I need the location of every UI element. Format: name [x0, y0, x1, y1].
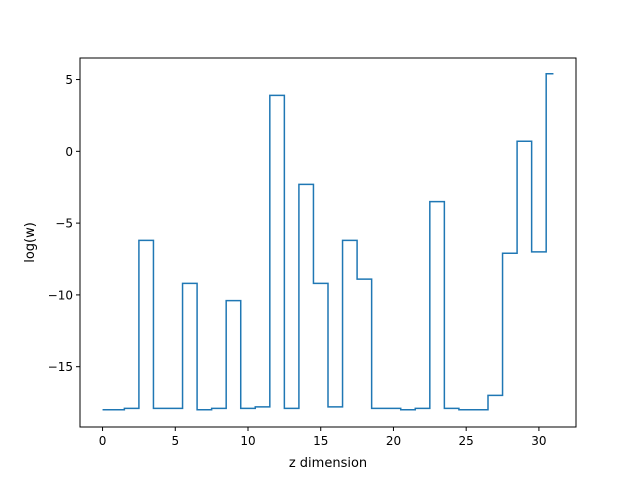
y-tick-label: 0: [65, 145, 73, 159]
y-axis: 5 0 −5 −10 −15: [48, 73, 80, 374]
x-axis-label: z dimension: [289, 456, 367, 471]
y-tick-label: −5: [55, 217, 73, 231]
x-tick-label: 15: [313, 434, 328, 448]
x-axis: 0 5 10 15 20 25 30: [99, 427, 547, 448]
x-tick-label: 10: [240, 434, 255, 448]
y-axis-label: log(w): [23, 222, 38, 263]
y-tick-label: 5: [65, 73, 73, 87]
plot-area: [102, 73, 554, 411]
step-line-series-0: [102, 73, 554, 411]
x-tick-label: 20: [386, 434, 401, 448]
axes-frame: [79, 57, 577, 428]
x-tick-label: 25: [459, 434, 474, 448]
x-tick-label: 0: [99, 434, 107, 448]
y-tick-label: −15: [48, 360, 73, 374]
x-tick-label: 5: [171, 434, 179, 448]
y-tick-label: −10: [48, 288, 73, 302]
x-tick-label: 30: [531, 434, 546, 448]
